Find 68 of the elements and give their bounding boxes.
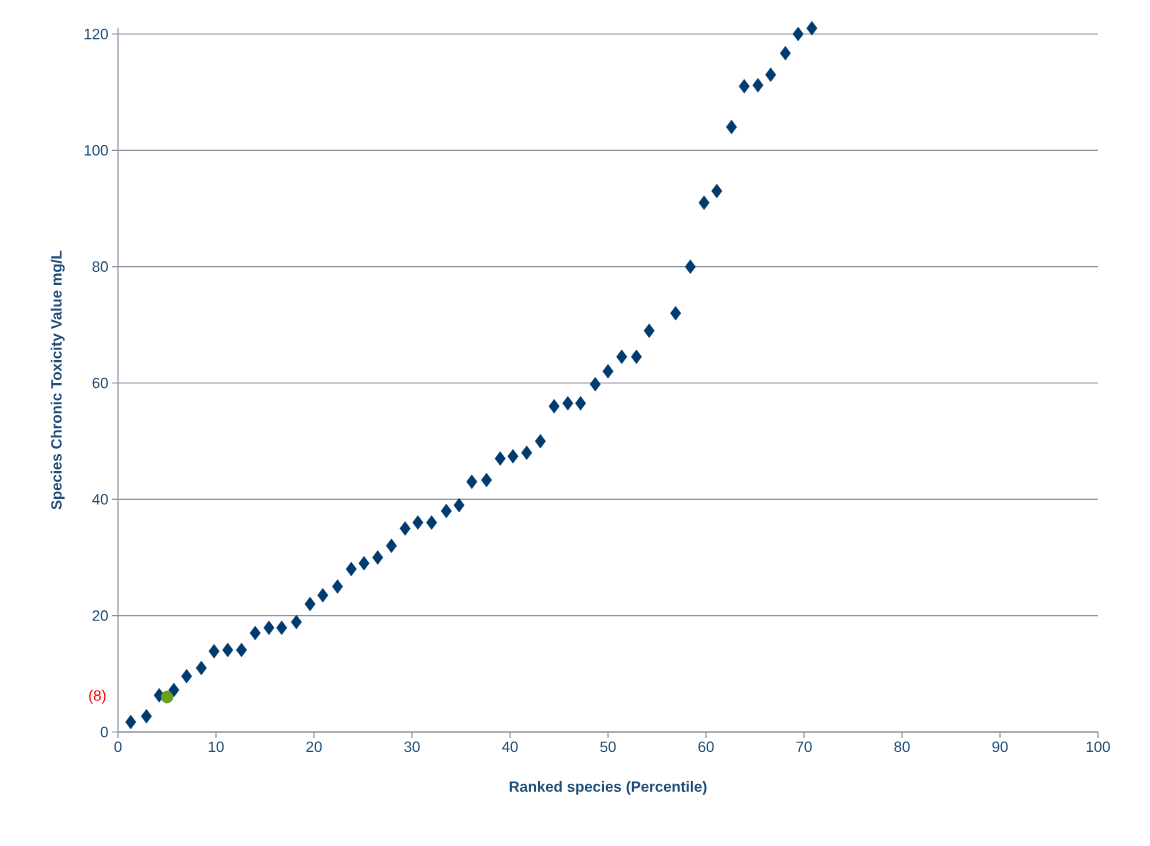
x-tick-label: 0 xyxy=(114,741,122,753)
x-tick-label: 20 xyxy=(306,741,322,753)
point xyxy=(534,433,546,449)
point xyxy=(575,396,587,411)
x-tick-label: 30 xyxy=(404,741,420,753)
point xyxy=(521,445,533,460)
point xyxy=(507,449,519,464)
point xyxy=(181,668,193,684)
point xyxy=(426,515,438,530)
point xyxy=(698,195,710,210)
y-tick-label: 80 xyxy=(92,261,108,272)
point xyxy=(332,579,343,594)
point xyxy=(208,643,220,659)
point xyxy=(440,503,452,519)
y-axis-title: Species Chronic Toxicity Value mg/L xyxy=(50,250,65,510)
y-tick-label: 120 xyxy=(84,28,108,40)
point xyxy=(290,614,302,630)
point xyxy=(385,538,397,554)
point xyxy=(358,556,370,571)
y-tick-label: 40 xyxy=(92,494,108,505)
point xyxy=(548,399,560,414)
x-tick-label: 90 xyxy=(992,741,1008,753)
point xyxy=(372,550,384,565)
point xyxy=(616,349,628,365)
point xyxy=(684,259,696,274)
x-tick-label: 100 xyxy=(1086,741,1110,753)
point xyxy=(630,349,642,365)
point xyxy=(738,79,750,94)
point xyxy=(779,45,791,61)
point xyxy=(412,515,424,530)
point xyxy=(222,642,234,658)
point xyxy=(711,183,723,199)
point xyxy=(125,714,137,730)
y-tick-label: 100 xyxy=(84,145,108,156)
point xyxy=(160,690,174,704)
point xyxy=(304,596,316,612)
point xyxy=(589,376,601,392)
x-tick-label: 50 xyxy=(600,741,616,753)
y-tick-label: 60 xyxy=(92,377,108,389)
point xyxy=(168,682,180,698)
point xyxy=(140,709,152,724)
x-tick-label: 70 xyxy=(796,741,812,753)
point xyxy=(765,67,777,82)
point xyxy=(263,620,275,636)
y-tick-label: 20 xyxy=(92,610,108,621)
point xyxy=(792,26,804,42)
x-tick-label: 10 xyxy=(208,741,224,753)
point xyxy=(453,497,465,513)
x-tick-label: 60 xyxy=(698,741,714,753)
point xyxy=(494,451,506,466)
point xyxy=(752,77,764,93)
point xyxy=(249,625,261,641)
y-tick-label: 0 xyxy=(100,726,108,738)
point xyxy=(643,323,655,338)
x-tick-label: 40 xyxy=(502,741,518,753)
text: (8) xyxy=(89,689,106,704)
x-tick-label: 80 xyxy=(894,741,910,753)
point xyxy=(399,521,411,536)
x-axis-title: Ranked species (Percentile) xyxy=(509,780,707,795)
point xyxy=(562,396,574,411)
point xyxy=(602,364,614,379)
point xyxy=(345,561,357,577)
point xyxy=(466,474,478,490)
point xyxy=(276,620,288,636)
point xyxy=(806,20,818,36)
point xyxy=(670,305,682,321)
point xyxy=(317,588,329,603)
point xyxy=(195,660,207,676)
